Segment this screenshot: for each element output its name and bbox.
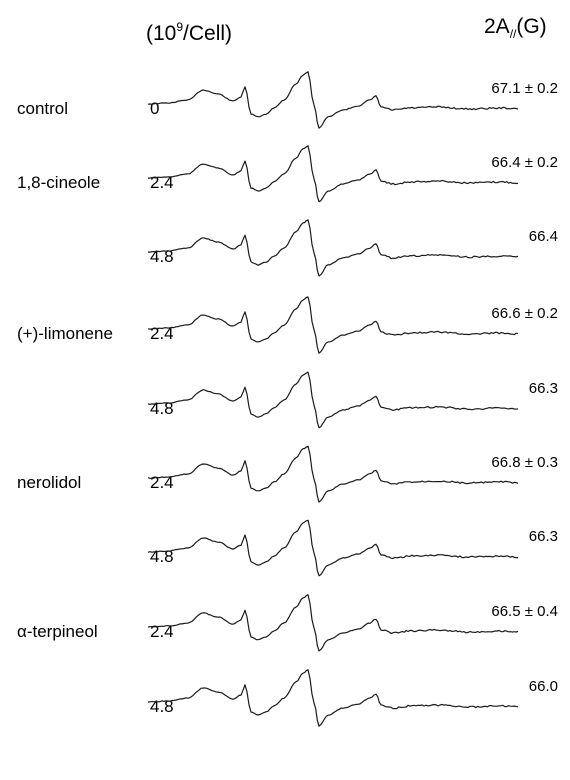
esr-spectrum-line [148,145,519,203]
spectrum-row: 4.8 66.4 [0,218,570,278]
hyperfine-value: 66.4 ± 0.2 [491,154,558,171]
esr-spectrum-line [147,669,519,727]
hyperfine-value: 66.0 [528,678,558,695]
esr-spectrum-trace [147,71,519,129]
concentration-label: 0 [150,99,160,118]
spectrum-row: control 0 67.1 ± 0.2 [0,70,570,130]
compound-label: nerolidol [17,473,82,492]
spectrum-row: 1,8-cineole 2.4 66.4 ± 0.2 [0,144,570,204]
hyperfine-value: 66.4 [528,228,558,245]
esr-spectrum-trace [147,219,519,277]
compound-label: 1,8-cineole [17,173,101,192]
esr-spectrum-trace [147,669,519,727]
esr-spectrum-line [147,296,519,354]
hyperfine-value: 67.1 ± 0.2 [491,80,558,97]
esr-spectrum-trace [147,594,519,652]
spectrum-row: 4.8 66.3 [0,518,570,578]
spectrum-row: (+)-limonene 2.4 66.6 ± 0.2 [0,295,570,355]
esr-spectrum-trace [148,145,519,203]
spectrum-row: nerolidol 2.4 66.8 ± 0.3 [0,444,570,504]
spectrum-row: 4.8 66.0 [0,668,570,728]
concentration-header-suffix: /Cell) [183,22,233,45]
hyperfine-value: 66.3 [528,528,558,545]
hyperfine-header-subscript: // [509,27,517,41]
esr-spectrum-trace [147,371,519,429]
hyperfine-value: 66.8 ± 0.3 [491,454,558,471]
esr-spectrum-line [147,71,519,129]
hyperfine-value: 66.6 ± 0.2 [491,305,558,322]
esr-spectrum-trace [147,519,518,577]
esr-spectrum-trace [147,296,519,354]
hyperfine-header-prefix: 2A [484,15,510,38]
concentration-header-prefix: (10 [146,22,177,45]
concentration-header-exponent: 9 [176,20,184,34]
hyperfine-value: 66.5 ± 0.4 [491,603,558,620]
compound-label: control [17,99,69,118]
concentration-column-header: (109/Cell) [146,14,232,47]
spectrum-row: 4.8 66.3 [0,370,570,430]
esr-spectrum-trace [147,445,519,503]
hyperfine-column-header: 2A//(G) [484,14,547,47]
hyperfine-value: 66.3 [528,380,558,397]
esr-spectrum-line [147,371,519,429]
esr-spectrum-line [147,594,519,652]
hyperfine-header-suffix: (G) [516,15,547,38]
esr-spectrum-line [147,219,519,277]
compound-label: (+)-limonene [17,324,113,343]
compound-label: α-terpineol [17,622,98,641]
esr-spectrum-line [147,445,519,503]
esr-spectrum-line [147,519,518,577]
spectrum-row: α-terpineol 2.4 66.5 ± 0.4 [0,593,570,653]
